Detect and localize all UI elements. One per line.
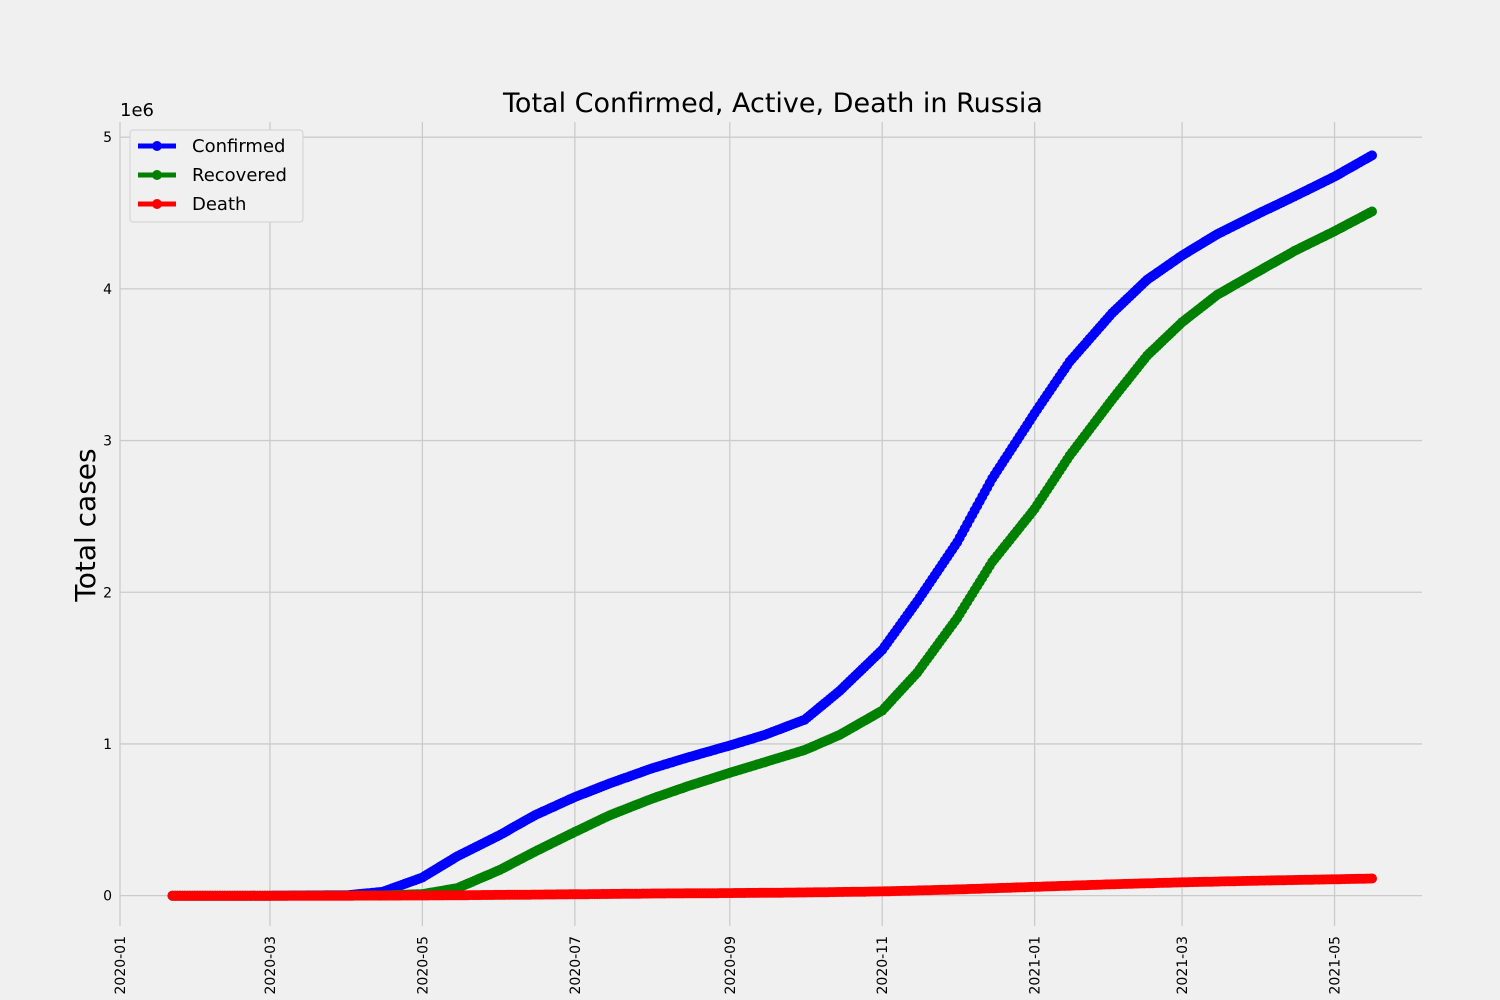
y-tick-label: 0: [103, 889, 112, 905]
y-tick-label: 1: [103, 737, 112, 753]
y-tick-label: 3: [103, 434, 112, 450]
legend-label: Death: [192, 194, 246, 215]
legend: Confirmed Recovered Death: [129, 129, 304, 223]
x-tick-label: 2020-05: [415, 936, 431, 995]
data-point: [1367, 873, 1377, 884]
legend-marker: [152, 141, 162, 151]
legend-marker: [152, 199, 162, 209]
x-tick-label: 2021-03: [1175, 936, 1191, 995]
x-tick-label: 2020-07: [568, 936, 584, 995]
legend-marker: [152, 170, 162, 180]
x-tick-label: 2020-01: [113, 936, 129, 995]
y-axis-offset-label: 1e6: [120, 100, 154, 121]
grid: [119, 122, 1422, 926]
legend-item-confirmed: Confirmed: [138, 136, 285, 157]
series-line: [172, 153, 1374, 899]
axes: 0 1 2 3 4 5 2020-01 2020-03 2020-05 2020-07 2020-0…: [103, 130, 1343, 994]
x-tick-label: 2021-05: [1328, 936, 1344, 995]
x-tick-label: 2020-03: [263, 936, 279, 995]
y-tick-label: 4: [103, 282, 112, 298]
legend-item-death: Death: [138, 194, 246, 215]
legend-label: Recovered: [192, 165, 287, 186]
x-tick-label: 2020-09: [723, 936, 739, 995]
chart-title: Total Confirmed, Active, Death in Russia: [502, 88, 1043, 119]
series-lines: [167, 150, 1377, 901]
y-tick-label: 2: [103, 585, 112, 601]
legend-item-recovered: Recovered: [138, 165, 287, 186]
legend-label: Confirmed: [192, 136, 285, 157]
data-point: [1367, 206, 1377, 217]
y-axis-label: Total cases: [69, 448, 102, 602]
y-tick-label: 5: [103, 130, 112, 146]
data-point: [1367, 150, 1377, 161]
series-death: [167, 873, 1377, 901]
x-tick-label: 2020-11: [875, 936, 891, 995]
series-recovered: [167, 206, 1377, 901]
series-confirmed: [167, 150, 1377, 901]
x-tick-label: 2021-01: [1028, 936, 1044, 995]
legend-box: [129, 129, 304, 223]
